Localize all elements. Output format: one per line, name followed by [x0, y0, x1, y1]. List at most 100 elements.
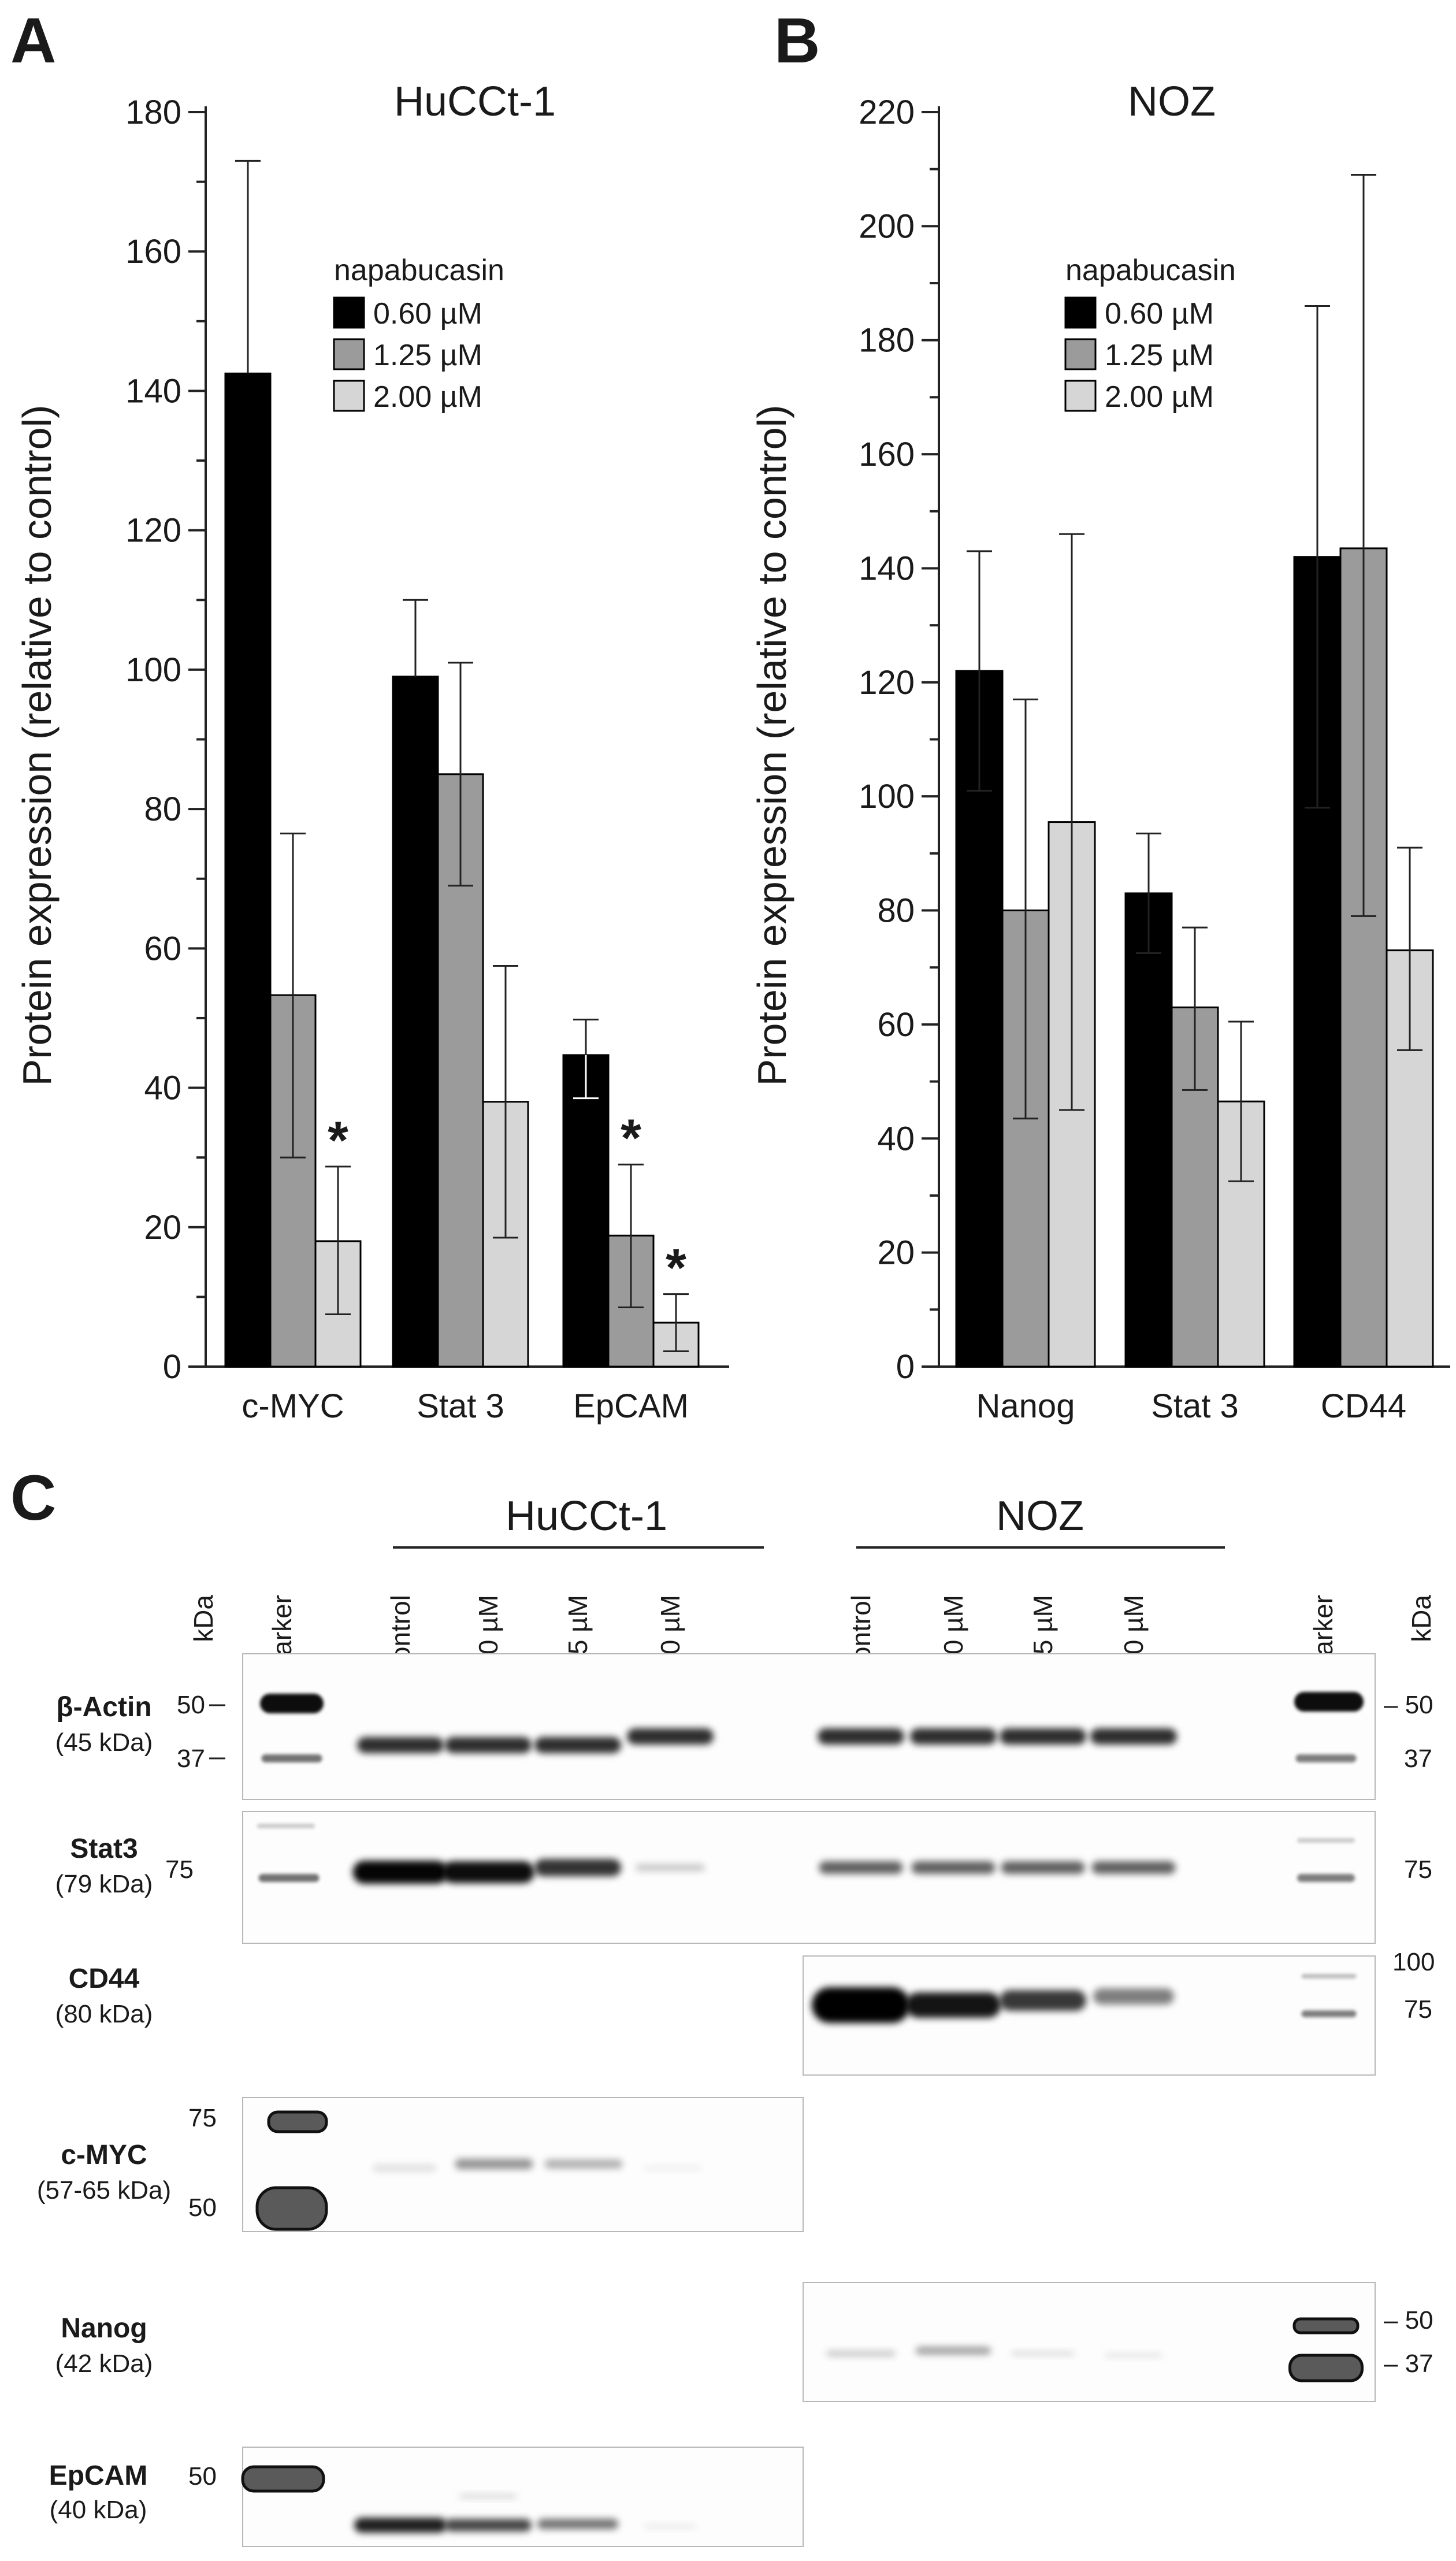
chart-b-ylabel: Protein expression (relative to control)	[749, 405, 794, 1086]
chart-b-ytick-label: 80	[877, 892, 915, 930]
chart-a-ytick-label: 0	[163, 1348, 181, 1386]
band-actin-lane-3	[534, 1737, 621, 1753]
band-stat3-lane-1	[352, 1861, 448, 1884]
band-epcam-lane-1	[354, 2518, 447, 2533]
marker-left-50: 50	[177, 1691, 205, 1719]
band-nanog-lane-2	[916, 2347, 991, 2355]
marker-right-100: 100	[1392, 1948, 1435, 1976]
band-stat3-noz-lane-1	[819, 1861, 903, 1874]
legend-a-label-3: 2.00 µM	[373, 380, 482, 414]
membrane-stat3	[242, 1811, 1376, 1944]
protein-label-cmyc: c-MYC	[61, 2140, 147, 2170]
membrane-beta-actin	[242, 1653, 1376, 1800]
band-actin-lane-1	[357, 1737, 444, 1753]
band-stat3-marker-faint	[257, 1824, 315, 1828]
band-cd44-lane-2	[905, 1992, 1001, 2018]
legend-a-title: napabucasin	[334, 254, 504, 287]
marker-left-75: 75	[165, 1855, 194, 1884]
legend-b-swatch-3	[1064, 380, 1097, 412]
chart-a-category-label: c-MYC	[242, 1387, 344, 1425]
band-stat3-lane-4	[636, 1864, 705, 1871]
band-nanog-marker-50	[1292, 2317, 1360, 2334]
chart-a-bar-epcam-1	[562, 1054, 610, 1368]
protein-label-beta-actin: β-Actin	[56, 1692, 151, 1723]
legend-b-label-2: 1.25 µM	[1105, 339, 1214, 372]
legend-b-swatch-2	[1064, 338, 1097, 370]
blot-group-noz: NOZ	[996, 1493, 1084, 1539]
chart-b-ytick-label: 140	[859, 550, 915, 587]
chart-a-ytick-label: 160	[125, 233, 181, 270]
chart-b-ytick-label: 100	[859, 778, 915, 815]
band-epcam-lane-2	[445, 2519, 532, 2532]
protein-label-epcam: EpCAM	[49, 2460, 148, 2491]
panel-letter-b: B	[774, 5, 820, 76]
panel-letter-c: C	[10, 1463, 56, 1534]
band-cd44-marker-75	[1301, 2010, 1357, 2017]
band-actin-marker-right-50	[1294, 1692, 1364, 1712]
chart-b-category-label: Nanog	[976, 1387, 1075, 1425]
marker-left-37: 37	[177, 1745, 205, 1773]
western-blot: HuCCt-1 NOZ kDa marker control 0.60 µM 1.25 …	[37, 1493, 1436, 2547]
band-nanog-lane-4	[1105, 2353, 1162, 2358]
chart-b-ytick-label: 200	[859, 207, 915, 245]
chart-b-noz: NOZ Protein expression (relative to cont…	[749, 79, 1450, 1425]
chart-a-significance-star: *	[328, 1111, 348, 1170]
legend-a-swatch-3	[333, 380, 365, 412]
marker-left-50-epcam: 50	[188, 2462, 217, 2491]
chart-b-ytick-label: 0	[896, 1348, 915, 1386]
chart-b-legend: napabucasin 0.60 µM 1.25 µM 2.00 µM	[1064, 254, 1236, 414]
protein-label-nanog: Nanog	[61, 2313, 147, 2344]
chart-a-ytick-label: 100	[125, 651, 181, 689]
protein-size-nanog: (42 kDa)	[55, 2350, 153, 2378]
chart-a-ytick-label: 140	[125, 372, 181, 410]
band-nanog-marker-37	[1288, 2354, 1364, 2382]
protein-size-cmyc: (57-65 kDa)	[37, 2176, 171, 2204]
marker-left-50-cmyc: 50	[188, 2193, 217, 2222]
chart-b-ytick-label: 20	[877, 1234, 915, 1272]
band-actin-marker-37	[261, 1754, 322, 1762]
band-epcam-lane-3	[537, 2519, 618, 2529]
lane-label-12: kDa	[1406, 1595, 1436, 1642]
protein-label-cd44: CD44	[69, 1964, 140, 1994]
chart-a-ytick-label: 60	[144, 930, 181, 967]
band-cd44-lane-1	[812, 1987, 910, 2023]
band-cmyc-lane-1	[373, 2165, 436, 2172]
band-stat3-lane-2	[442, 1861, 534, 1883]
chart-a-ytick-label: 20	[144, 1209, 181, 1246]
chart-b-bar-cd44-1	[1293, 556, 1342, 1368]
legend-b-label-1: 0.60 µM	[1105, 297, 1214, 331]
protein-size-stat3: (79 kDa)	[55, 1870, 153, 1898]
chart-a-bar-stat-3-1	[392, 675, 439, 1368]
chart-b-category-label: CD44	[1321, 1387, 1406, 1425]
band-cmyc-marker-50	[255, 2186, 328, 2231]
chart-a-title: HuCCt-1	[394, 79, 556, 125]
legend-b-swatch-1	[1064, 296, 1097, 329]
chart-a-category-label: Stat 3	[417, 1387, 504, 1425]
legend-a-swatch-1	[333, 296, 365, 329]
band-actin-lane-7	[1000, 1728, 1086, 1745]
band-epcam-marker-50	[241, 2465, 325, 2493]
marker-right-75: 75	[1404, 1855, 1432, 1884]
blot-row-nanog: Nanog (42 kDa) – 50 – 37	[55, 2306, 1433, 2378]
band-epcam-lane-2-faint	[459, 2494, 517, 2499]
band-stat3-noz-lane-2	[911, 1861, 996, 1874]
band-nanog-lane-3	[1011, 2351, 1075, 2356]
band-stat3-marker-right-75	[1297, 1874, 1355, 1882]
legend-b-label-3: 2.00 µM	[1105, 380, 1214, 414]
chart-b-title: NOZ	[1128, 79, 1216, 125]
chart-a-ytick-label: 80	[144, 790, 181, 828]
band-cd44-lane-4	[1093, 1988, 1174, 2005]
chart-b-ytick-label: 160	[859, 436, 915, 473]
panel-letter-a: A	[10, 5, 56, 76]
chart-a-ytick-label: 120	[125, 512, 181, 550]
legend-b-title: napabucasin	[1065, 254, 1236, 287]
band-actin-lane-6	[910, 1728, 997, 1745]
protein-label-stat3: Stat3	[70, 1833, 138, 1864]
blot-row-beta-actin: β-Actin (45 kDa) 50 37 – 50 37	[55, 1691, 1433, 1773]
marker-right-50-nanog: – 50	[1384, 2306, 1433, 2334]
blot-row-cmyc: c-MYC (57-65 kDa) 75 50	[37, 2104, 217, 2222]
band-actin-marker-50	[260, 1694, 324, 1713]
band-stat3-noz-lane-4	[1091, 1861, 1176, 1874]
band-cd44-marker-100	[1301, 1974, 1357, 1979]
